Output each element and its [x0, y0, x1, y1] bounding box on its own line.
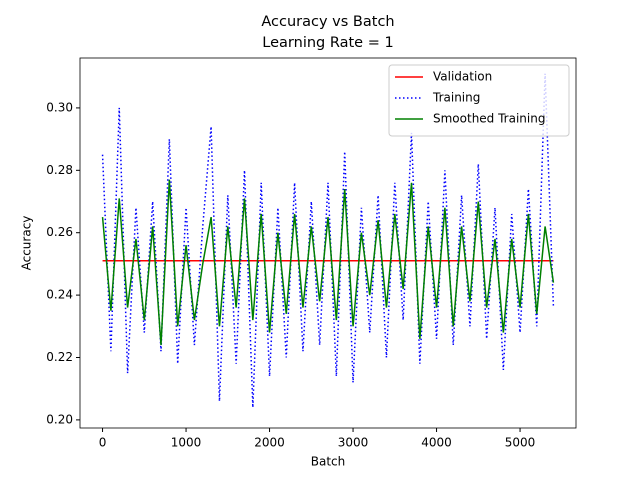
- x-tick-label: 4000: [421, 436, 452, 450]
- x-tick-label: 3000: [338, 436, 369, 450]
- x-axis-label: Batch: [311, 455, 346, 469]
- legend-label: Smoothed Training: [433, 112, 545, 126]
- legend-label: Validation: [433, 70, 492, 84]
- x-tick-label: 0: [99, 436, 107, 450]
- legend-label: Training: [432, 91, 480, 105]
- y-tick-label: 0.28: [46, 163, 73, 177]
- series-line: [101, 73, 555, 408]
- y-tick-label: 0.22: [46, 350, 73, 364]
- chart-subtitle: Learning Rate = 1: [262, 35, 393, 51]
- x-tick-label: 5000: [505, 436, 536, 450]
- plot-frame: [79, 57, 577, 429]
- y-tick-label: 0.26: [46, 225, 73, 239]
- series-line: [101, 179, 555, 346]
- x-tick-label: 1000: [171, 436, 202, 450]
- y-tick-label: 0.20: [46, 412, 73, 426]
- chart-title: Accuracy vs Batch: [261, 14, 394, 30]
- legend-box: [388, 64, 570, 137]
- y-tick-label: 0.30: [46, 100, 73, 114]
- y-axis-label: Accuracy: [20, 216, 34, 271]
- y-tick-label: 0.24: [46, 288, 73, 302]
- x-tick-label: 2000: [254, 436, 285, 450]
